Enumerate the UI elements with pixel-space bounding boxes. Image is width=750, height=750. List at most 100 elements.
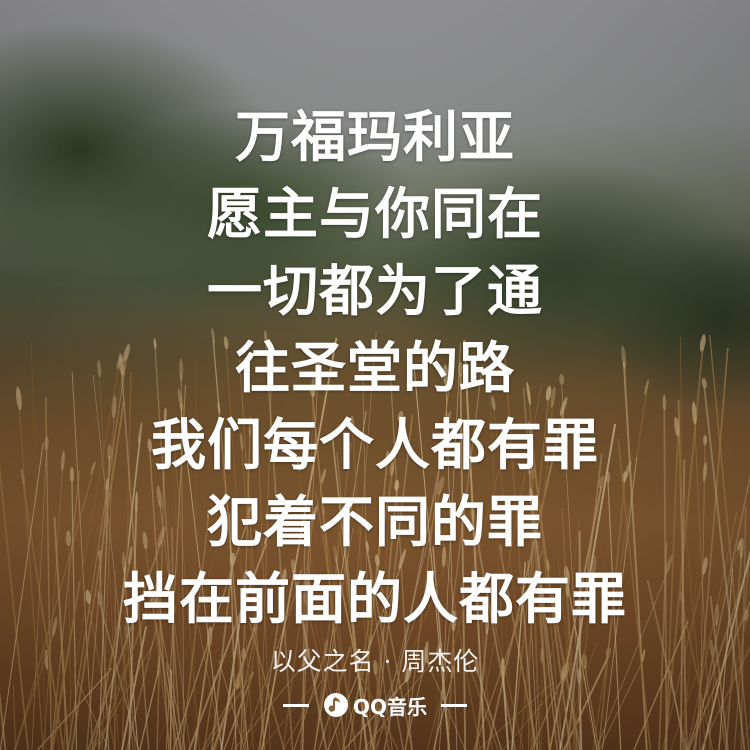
grass-stalk <box>355 666 399 750</box>
grass-seedhead <box>674 416 680 437</box>
grass-seedhead <box>692 401 697 425</box>
grass-stalk <box>547 569 578 750</box>
grass-stalk <box>302 369 319 750</box>
grass-stalk <box>710 651 727 750</box>
grass-seedhead <box>591 555 597 575</box>
grass-stalk <box>687 599 750 750</box>
grass-stalk <box>434 365 483 750</box>
grass-stalk <box>248 621 285 750</box>
grass-stalk <box>195 634 212 750</box>
grass-stalk <box>172 513 251 750</box>
grass-stalk <box>293 651 327 750</box>
grass-seedhead <box>385 450 389 468</box>
grass-stalk <box>439 342 461 750</box>
grass-stalk <box>87 540 163 750</box>
grass-stalk <box>494 623 524 750</box>
grass-stalk <box>522 605 536 750</box>
grass-stalk <box>372 472 393 750</box>
brand-name: QQ音乐 <box>352 694 427 719</box>
grass-seedhead <box>315 357 321 373</box>
grass-stalk <box>553 609 581 750</box>
grass-stalk <box>692 475 750 750</box>
grass-seedhead <box>154 578 162 597</box>
grass-seedhead <box>598 475 605 489</box>
grass-stalk <box>120 368 150 750</box>
grass-seedhead <box>499 543 503 554</box>
lyric-line: 我们每个人都有罪 <box>150 413 599 477</box>
grass-stalk <box>173 463 186 750</box>
grass-stalk <box>502 675 567 750</box>
grass-seedhead <box>550 386 556 409</box>
grass-stalk <box>258 583 285 750</box>
grass-seedhead <box>217 402 221 415</box>
grass-seedhead <box>252 616 257 631</box>
grass-stalk <box>92 642 155 750</box>
grass-seedhead <box>529 487 534 509</box>
grass-stalk <box>607 480 622 750</box>
grass-stalk <box>50 469 81 750</box>
grass-stalk <box>529 433 572 750</box>
grass-seedhead <box>540 648 544 664</box>
grass-stalk <box>575 568 595 750</box>
grass-stalk <box>433 560 445 750</box>
grass-stalk <box>567 591 578 750</box>
grass-stalk <box>528 472 541 750</box>
grass-stalk <box>426 449 505 750</box>
grass-stalk <box>351 427 373 750</box>
grass-seedhead <box>448 360 454 378</box>
grass-stalk <box>664 419 680 750</box>
grass-stalk <box>225 346 254 750</box>
grass-stalk <box>156 418 167 750</box>
grass-stalk <box>120 626 148 750</box>
grass-stalk <box>528 477 534 750</box>
grass-seedhead <box>323 638 328 657</box>
grass-stalk <box>156 510 229 750</box>
grass-seedhead <box>487 381 492 392</box>
grass-stalk <box>578 531 582 750</box>
grass-stalk <box>259 681 317 750</box>
grass-stalk <box>669 548 740 750</box>
grass-stalk <box>718 568 734 750</box>
grass-stalk <box>686 558 750 750</box>
grass-seedhead <box>304 573 311 597</box>
lyric-line: 一切都为了通 <box>206 259 543 323</box>
grass-stalk <box>49 366 120 750</box>
grass-seedhead <box>153 338 157 349</box>
grass-seedhead <box>443 364 449 387</box>
grass-stalk <box>261 337 338 750</box>
grass-stalk <box>260 371 273 750</box>
grass-stalk <box>282 520 314 750</box>
grass-seedhead <box>69 467 75 482</box>
grass-stalk <box>180 373 185 750</box>
grass-seedhead <box>60 450 65 471</box>
grass-seedhead <box>442 546 446 568</box>
grass-stalk <box>365 538 393 750</box>
grass-seedhead <box>565 578 570 598</box>
grass-stalk <box>144 544 172 750</box>
grass-stalk <box>552 474 628 750</box>
grass-seedhead <box>90 461 96 475</box>
grass-seedhead <box>545 385 552 401</box>
grass-stalk <box>154 347 182 750</box>
grass-stalk <box>126 628 157 750</box>
grass-stalk <box>228 513 237 750</box>
grass-stalk <box>61 351 127 750</box>
grass-seedhead <box>247 504 252 515</box>
grass-seedhead <box>135 491 138 513</box>
grass-seedhead <box>500 436 508 455</box>
grass-stalk <box>676 430 707 750</box>
grass-stalk <box>694 347 729 750</box>
grass-stalk <box>540 597 558 750</box>
grass-seedhead <box>552 594 557 618</box>
grass-stalk <box>373 414 414 750</box>
grass-stalk <box>413 367 450 750</box>
grass-stalk <box>169 670 173 750</box>
brand-watermark: QQ音乐 <box>0 688 750 722</box>
grass-stalk <box>709 595 729 750</box>
grass-seedhead <box>404 665 412 683</box>
grass-stalk <box>99 559 110 750</box>
grass-seedhead <box>177 388 184 412</box>
grass-seedhead <box>424 647 429 666</box>
grass-stalk <box>331 435 368 750</box>
